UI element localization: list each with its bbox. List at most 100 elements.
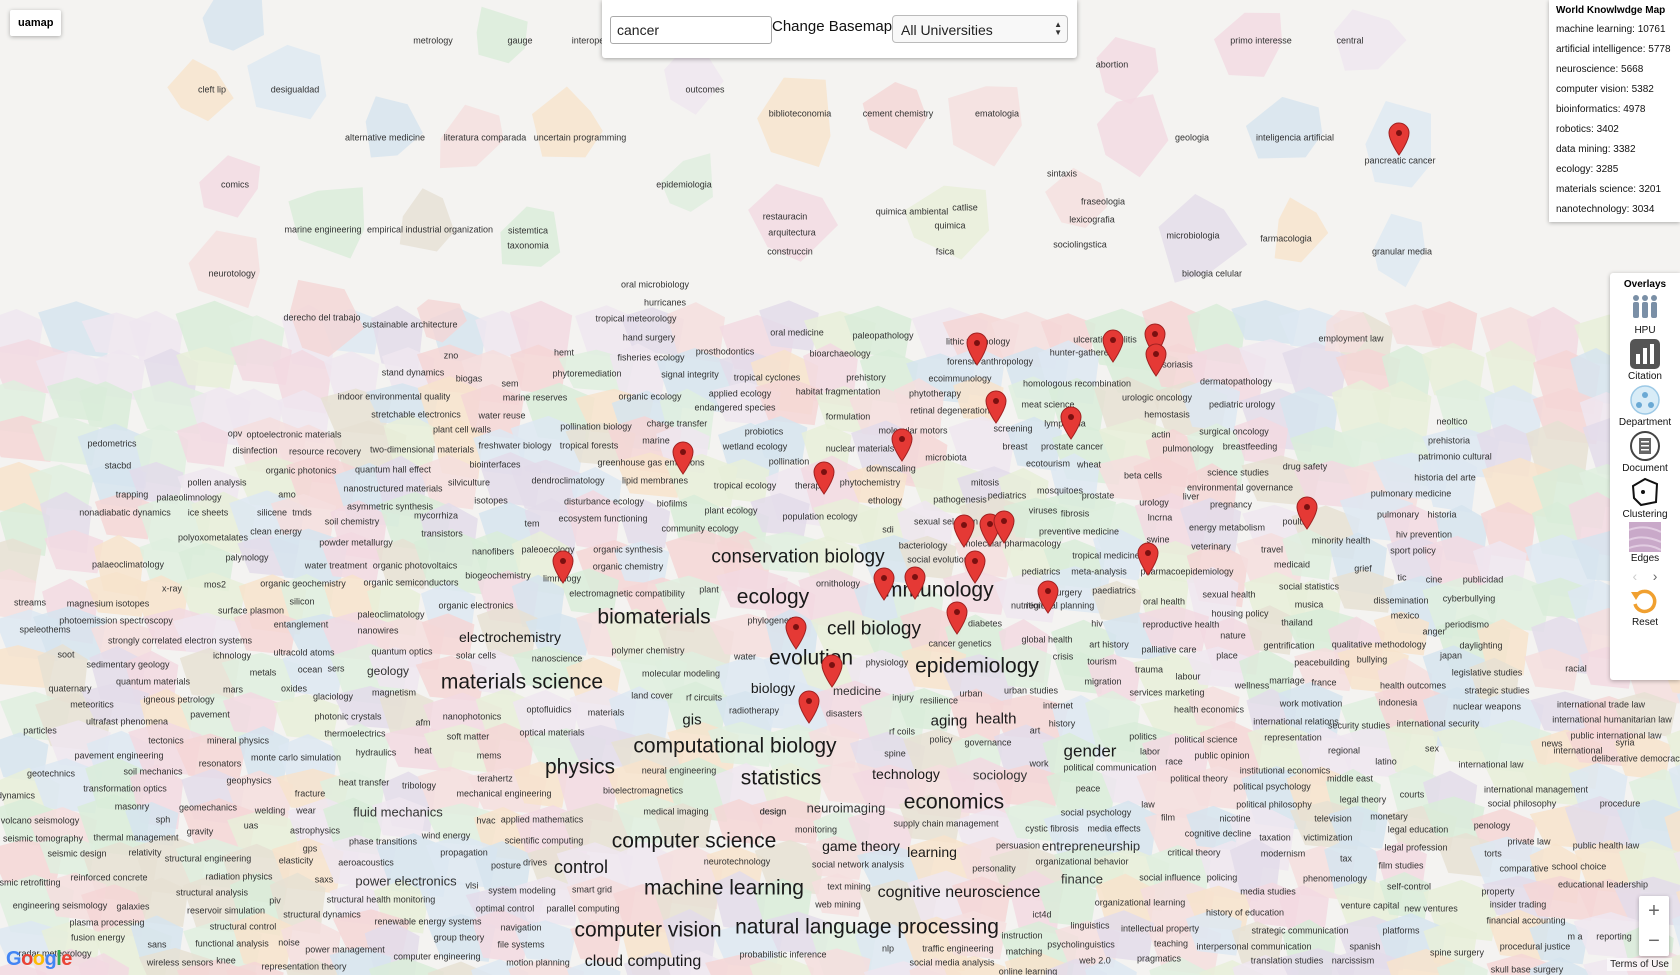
map-label[interactable]: quantum hall effect xyxy=(355,464,431,475)
map-label[interactable]: reporting xyxy=(1596,931,1632,942)
map-label[interactable]: retinal degeneration xyxy=(910,405,990,416)
map-label[interactable]: wheat xyxy=(1076,459,1102,470)
map-label[interactable]: lipid membranes xyxy=(621,475,689,486)
map-label[interactable]: fusion energy xyxy=(70,932,126,943)
map-label[interactable]: sans xyxy=(147,939,167,950)
map-label[interactable]: psoriasis xyxy=(1157,359,1193,370)
map-label[interactable]: probiotics xyxy=(744,426,784,437)
map-label[interactable]: screening xyxy=(993,423,1033,434)
map-label[interactable]: trauma xyxy=(1134,664,1164,675)
map-label[interactable]: publicidad xyxy=(1462,574,1504,585)
map-label[interactable]: inteligencia artificial xyxy=(1255,132,1335,143)
map-label[interactable]: ecotourism xyxy=(1025,458,1071,469)
map-label[interactable]: structural dynamics xyxy=(283,909,361,920)
map-pin-icon[interactable] xyxy=(966,332,988,366)
map-label[interactable]: political theory xyxy=(1170,773,1228,784)
map-label[interactable]: sociology xyxy=(972,767,1028,783)
map-label[interactable]: magnesium isotopes xyxy=(66,598,150,609)
map-label[interactable]: japan xyxy=(1439,650,1463,661)
map-label[interactable]: mexico xyxy=(1390,610,1420,621)
map-label[interactable]: online learning xyxy=(998,966,1058,975)
map-label[interactable]: heat xyxy=(414,745,432,756)
map-label[interactable]: anger xyxy=(1422,626,1446,637)
map-label[interactable]: thermoelectrics xyxy=(324,728,386,739)
map-label[interactable]: hemt xyxy=(553,347,575,358)
map-label[interactable]: history xyxy=(1048,718,1076,729)
map-label[interactable]: disasters xyxy=(825,708,863,719)
map-label[interactable]: water reuse xyxy=(478,410,526,421)
map-label[interactable]: tropical ecology xyxy=(713,480,777,491)
map-label[interactable]: silviculture xyxy=(447,477,491,488)
map-label[interactable]: legislative studies xyxy=(1451,667,1523,678)
map-label[interactable]: actin xyxy=(1151,429,1171,440)
map-label[interactable]: surgical oncology xyxy=(1199,426,1269,437)
map-label[interactable]: seismic tomography xyxy=(2,833,84,844)
map-label[interactable]: cement chemistry xyxy=(862,108,934,119)
map-label[interactable]: organic ecology xyxy=(618,391,682,402)
map-label[interactable]: quimica ambiental xyxy=(875,206,949,217)
map-label[interactable]: political psychology xyxy=(1233,781,1311,792)
map-label[interactable]: polymer chemistry xyxy=(611,645,685,656)
map-label[interactable]: daylighting xyxy=(1459,640,1503,651)
map-label[interactable]: reinforced concrete xyxy=(70,872,148,883)
map-label[interactable]: politics xyxy=(1129,731,1157,742)
map-label[interactable]: spanish xyxy=(1349,941,1381,952)
map-label[interactable]: sexual health xyxy=(1202,589,1256,600)
map-pin-icon[interactable] xyxy=(1388,122,1410,156)
map-label[interactable]: indonesia xyxy=(1378,697,1418,708)
map-label[interactable]: charge transfer xyxy=(646,418,708,429)
map-label[interactable]: art xyxy=(1029,725,1041,736)
world-map-item[interactable]: machine learning: 10761 xyxy=(1556,24,1666,35)
map-label[interactable]: epidemiology xyxy=(915,654,1039,678)
map-label[interactable]: mosquitoes xyxy=(1036,485,1084,496)
map-label[interactable]: pollination xyxy=(768,456,810,467)
map-label[interactable]: optofluidics xyxy=(526,704,572,715)
map-label[interactable]: peace xyxy=(1075,783,1101,794)
map-label[interactable]: ocean xyxy=(297,664,323,675)
map-label[interactable]: regional planning xyxy=(1025,600,1095,611)
map-label[interactable]: sociolingstica xyxy=(1053,239,1107,250)
map-label[interactable]: quaternary xyxy=(48,683,92,694)
map-pin-icon[interactable] xyxy=(1137,542,1159,576)
map-label[interactable]: web 2.0 xyxy=(1079,955,1111,966)
map-label[interactable]: geomechanics xyxy=(178,802,238,813)
map-label[interactable]: community ecology xyxy=(661,523,739,534)
map-label[interactable]: film studies xyxy=(1378,860,1424,871)
map-label[interactable]: phytochemistry xyxy=(839,477,901,488)
terms-of-use-link[interactable]: Terms of Use xyxy=(1607,958,1672,971)
map-label[interactable]: critical theory xyxy=(1167,847,1221,858)
uamap-button[interactable]: uamap xyxy=(10,10,62,36)
map-label[interactable]: narcissism xyxy=(1331,955,1375,966)
map-label[interactable]: organic synthesis xyxy=(593,544,663,555)
map-label[interactable]: water xyxy=(733,651,757,662)
map-label[interactable]: sintaxis xyxy=(1046,168,1078,179)
map-pin-icon[interactable] xyxy=(813,461,835,495)
map-label[interactable]: molecular pharmacology xyxy=(962,538,1062,549)
map-label[interactable]: indoor environmental quality xyxy=(337,391,451,402)
map-label[interactable]: greenhouse gas emissions xyxy=(597,457,705,468)
map-label[interactable]: meat science xyxy=(1021,399,1075,410)
map-label[interactable]: galaxies xyxy=(116,901,150,912)
map-pin-icon[interactable] xyxy=(985,390,1007,424)
map-label[interactable]: news xyxy=(1541,738,1563,749)
map-label[interactable]: financial accounting xyxy=(1486,915,1566,926)
map-label[interactable]: international management xyxy=(1483,784,1589,795)
map-label[interactable]: ecosystem functioning xyxy=(558,513,648,524)
map-label[interactable]: sport policy xyxy=(1390,545,1436,556)
map-label[interactable]: gauge xyxy=(507,35,533,46)
map-label[interactable]: security studies xyxy=(1327,720,1391,731)
map-label[interactable]: hiv xyxy=(1091,618,1103,629)
map-label[interactable]: gravity xyxy=(186,826,214,837)
map-label[interactable]: strategic communication xyxy=(1251,925,1349,936)
map-label[interactable]: mems xyxy=(476,750,502,761)
map-label[interactable]: phytoremediation xyxy=(552,368,622,379)
map-label[interactable]: dermatopathology xyxy=(1199,376,1273,387)
map-label[interactable]: pavement xyxy=(190,709,230,720)
map-label[interactable]: isotopes xyxy=(474,495,508,506)
map-label[interactable]: mos2 xyxy=(203,579,227,590)
map-label[interactable]: history of education xyxy=(1205,907,1285,918)
map-label[interactable]: mitosis xyxy=(970,477,1000,488)
map-label[interactable]: particles xyxy=(23,725,57,736)
map-label[interactable]: glaciology xyxy=(312,691,354,702)
map-label[interactable]: biogas xyxy=(455,373,483,384)
